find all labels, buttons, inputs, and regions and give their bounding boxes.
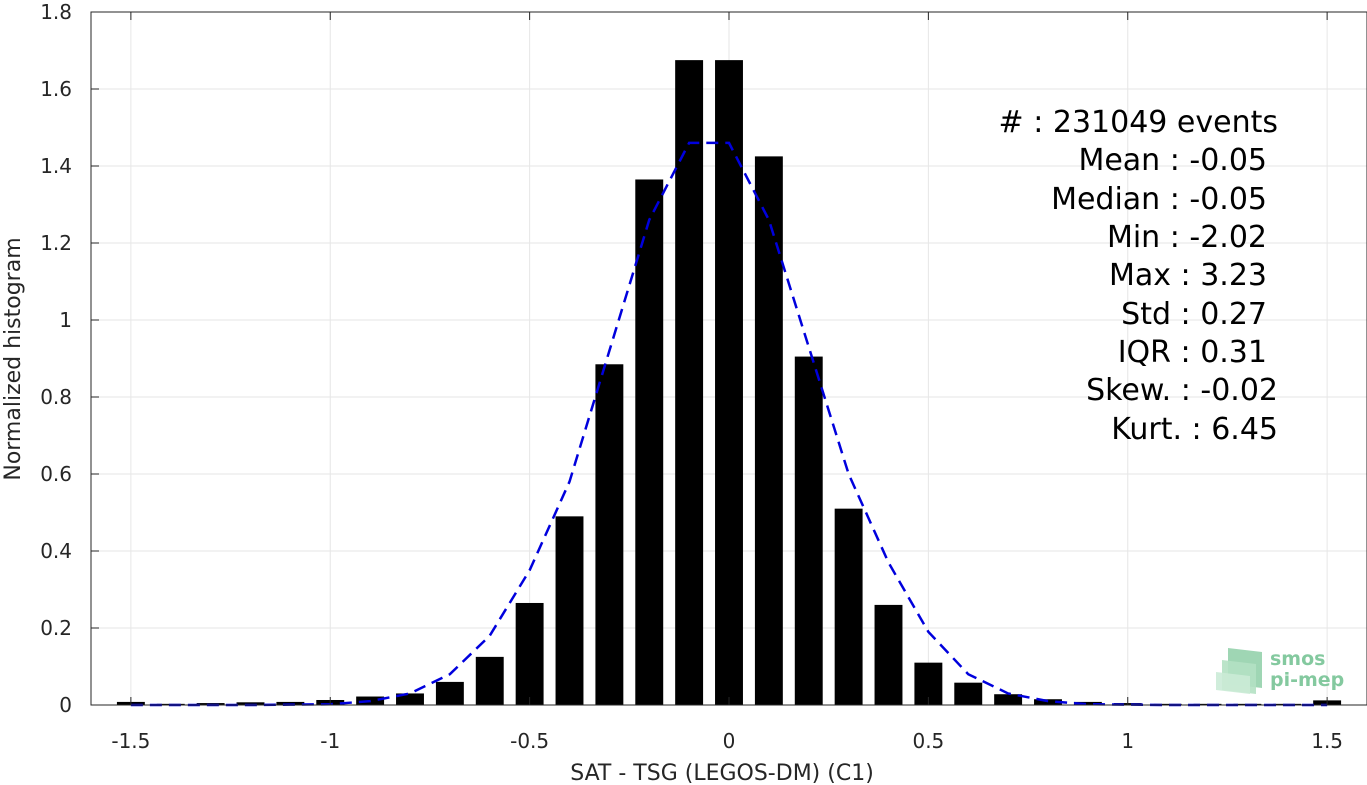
stat-std: Std : 0.27 — [1121, 297, 1267, 332]
stat-kurt: Kurt. : 6.45 — [1111, 412, 1278, 447]
stat-iqr: IQR : 0.31 — [1118, 335, 1267, 370]
bar-16 — [754, 156, 783, 705]
y-tick-label-8: 1.6 — [40, 77, 72, 101]
x-tick-label-2: -0.5 — [510, 729, 549, 753]
histogram-bars — [116, 60, 1342, 706]
bar-9 — [475, 656, 504, 705]
bar-21 — [954, 682, 983, 705]
bar-12 — [595, 364, 624, 705]
bar-8 — [435, 681, 464, 705]
y-tick-label-7: 1.4 — [40, 154, 72, 178]
axis-ticks — [91, 11, 1328, 706]
stat-mean: Mean : -0.05 — [1078, 143, 1267, 178]
stat-min: Min : -2.02 — [1107, 220, 1267, 255]
bar-11 — [555, 516, 584, 705]
bar-3 — [236, 702, 265, 705]
x-tick-label-1: -1 — [320, 729, 340, 753]
bar-7 — [396, 693, 424, 705]
bar-10 — [515, 602, 544, 705]
bar-14 — [675, 60, 704, 705]
x-tick-labels: -1.5 -1 -0.5 0 0.5 1 1.5 — [111, 729, 1343, 753]
stat-skew: Skew. : -0.02 — [1086, 373, 1278, 408]
statistics-annotation: # : 231049 events Mean : -0.05 Median : … — [999, 105, 1278, 447]
x-axis-label: SAT - TSG (LEGOS-DM) (C1) — [570, 761, 874, 785]
y-tick-label-9: 1.8 — [40, 0, 72, 24]
y-tick-labels: 0 0.2 0.4 0.6 0.8 1 1.2 1.4 1.6 1.8 — [40, 0, 72, 717]
bar-19 — [874, 604, 903, 705]
y-tick-label-0: 0 — [59, 693, 72, 717]
y-tick-label-4: 0.8 — [40, 385, 72, 409]
stat-events: # : 231049 events — [999, 105, 1278, 140]
x-tick-label-6: 1.5 — [1311, 729, 1343, 753]
bar-15 — [715, 60, 743, 705]
y-tick-label-6: 1.2 — [40, 231, 72, 255]
x-tick-label-4: 0.5 — [912, 729, 944, 753]
x-tick-label-3: 0 — [723, 729, 736, 753]
bar-26 — [1153, 703, 1182, 705]
bar-17 — [794, 356, 823, 705]
y-tick-label-2: 0.4 — [40, 539, 72, 563]
logo-text-pimep: pi-mep — [1270, 669, 1344, 691]
y-axis-label: Normalized histogram — [1, 237, 26, 480]
bar-13 — [635, 179, 664, 706]
x-tick-label-5: 1 — [1121, 729, 1134, 753]
y-tick-label-1: 0.2 — [40, 616, 72, 640]
bar-24 — [1073, 701, 1102, 705]
y-tick-label-3: 0.6 — [40, 462, 72, 486]
stat-median: Median : -0.05 — [1051, 182, 1267, 217]
logo-mark-icon — [1216, 648, 1262, 694]
bar-22 — [994, 694, 1023, 705]
x-tick-label-0: -1.5 — [111, 729, 150, 753]
logo-text-smos: smos — [1270, 648, 1325, 670]
stat-max: Max : 3.23 — [1109, 258, 1267, 293]
smos-pi-mep-logo: smos pi-mep — [1216, 648, 1344, 694]
y-tick-label-5: 1 — [59, 308, 72, 332]
bar-18 — [834, 508, 863, 705]
